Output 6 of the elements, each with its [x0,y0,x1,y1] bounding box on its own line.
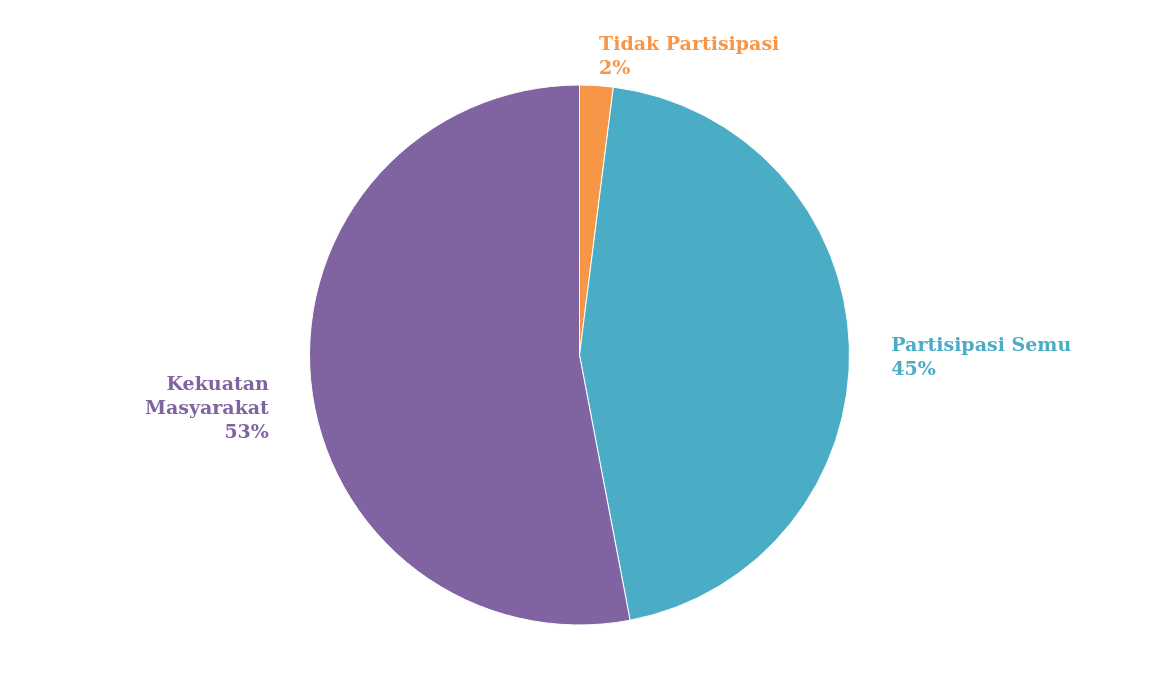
data-label: 45% [891,357,936,380]
slice-label: Tidak Partisipasi [599,31,780,54]
data-label: 53% [224,420,269,443]
data-label: 2% [599,55,631,78]
slice-label: Partisipasi Semu [891,333,1072,356]
slice-label: Kekuatan Masyarakat [144,372,270,419]
